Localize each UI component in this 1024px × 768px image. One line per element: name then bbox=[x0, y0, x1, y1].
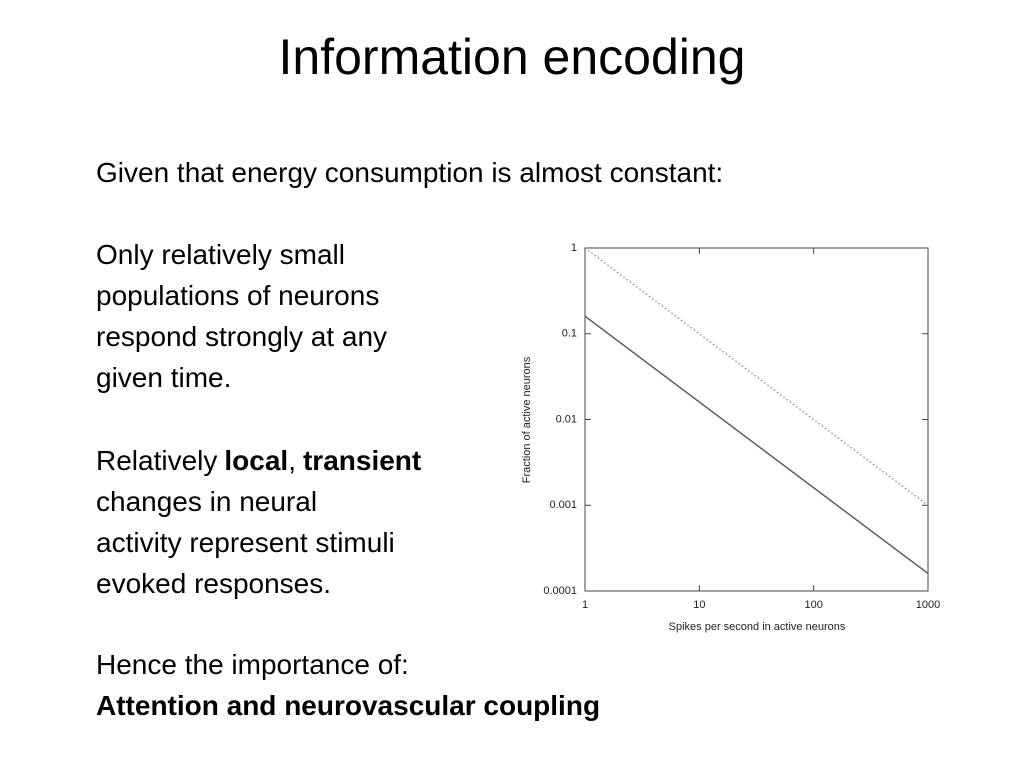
conclusion: Hence the importance of: bbox=[96, 649, 409, 680]
paragraph: Relatively local, transient changes in neu… bbox=[96, 440, 421, 604]
text-line: evoked responses. bbox=[96, 568, 332, 599]
x-axis-label: Spikes per second in active neurons bbox=[669, 621, 846, 633]
y-tick-label: 0.1 bbox=[562, 328, 577, 340]
bold-text: local bbox=[224, 445, 289, 476]
text: , bbox=[288, 445, 296, 476]
x-tick-label: 100 bbox=[804, 599, 822, 611]
text-line: populations of neurons bbox=[96, 280, 380, 311]
emphasis: Attention and neurovascular coupling bbox=[96, 690, 601, 721]
y-tick-label: 0.0001 bbox=[543, 585, 577, 597]
y-tick-label: 1 bbox=[571, 242, 577, 254]
text-line: given time. bbox=[96, 362, 232, 393]
text-line: activity represent stimuli bbox=[96, 527, 395, 558]
x-tick-label: 1 bbox=[582, 599, 588, 611]
x-tick-label: 10 bbox=[693, 599, 705, 611]
data-line bbox=[584, 315, 929, 575]
bold-text: transient bbox=[302, 445, 422, 476]
y-tick-label: 0.001 bbox=[549, 499, 577, 511]
text-line: respond strongly at any bbox=[96, 321, 388, 352]
text-line: changes in neural bbox=[96, 486, 318, 517]
text-line: Only relatively small bbox=[96, 239, 345, 270]
paragraph: Only relatively small populations of neur… bbox=[96, 234, 387, 398]
slide-title: Information encoding bbox=[278, 29, 746, 85]
y-axis-label: Fraction of active neurons bbox=[521, 356, 533, 483]
intro: Given that energy consumption is almost … bbox=[96, 157, 724, 188]
data-line bbox=[584, 247, 929, 506]
plot-frame bbox=[584, 247, 929, 592]
text: Relatively bbox=[96, 445, 218, 476]
text-line: Relatively local, transient bbox=[96, 440, 421, 481]
y-tick-label: 0.01 bbox=[556, 413, 577, 425]
x-tick-label: 1000 bbox=[916, 599, 940, 611]
